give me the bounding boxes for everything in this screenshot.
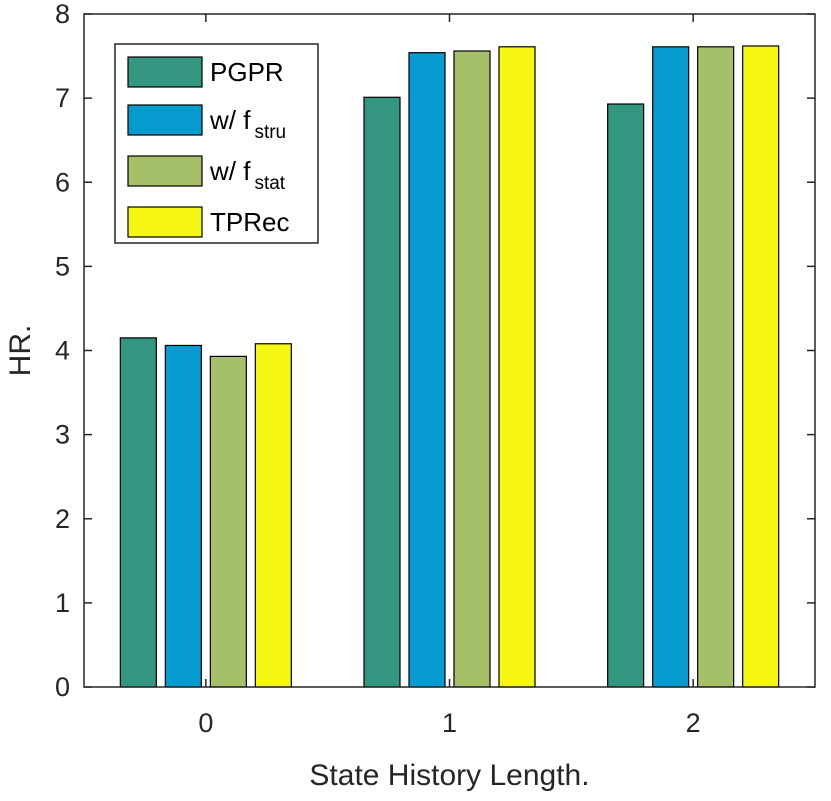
legend-swatch [127, 104, 203, 136]
y-tick-label: 1 [55, 588, 70, 618]
legend-label-main: PGPR [210, 57, 284, 87]
x-axis-label: State History Length. [309, 759, 589, 792]
y-tick-label: 0 [55, 672, 70, 702]
bar-tprec-1 [498, 46, 536, 688]
legend-swatch [127, 155, 203, 187]
y-tick-label: 3 [55, 420, 70, 450]
legend-label-main: TPRec [210, 207, 289, 237]
legend-label: TPRec [210, 207, 289, 237]
legend-label-main: w/ f [209, 105, 251, 135]
x-tick-label: 0 [198, 708, 213, 738]
bar-w-f-stru-2 [652, 46, 690, 688]
ticks-layer: 0 1 2 3 4 5 6 7 8 0 1 2 [55, 0, 815, 738]
legend-label-subscript: stat [254, 173, 285, 194]
legend-swatch [127, 56, 203, 88]
bar-w-f-stru-0 [164, 344, 202, 688]
legend-swatch [127, 206, 203, 238]
bar-pgpr-1 [363, 96, 401, 688]
y-tick-label: 8 [55, 0, 70, 29]
bars-layer [119, 45, 780, 688]
legend-label: w/ f stat [209, 156, 286, 194]
bar-w-f-stat-1 [453, 50, 491, 688]
y-tick-label: 7 [55, 83, 70, 113]
x-tick-label: 2 [686, 708, 701, 738]
bar-w-f-stat-0 [209, 355, 247, 688]
y-tick-label: 4 [55, 336, 70, 366]
bar-pgpr-2 [607, 103, 645, 688]
bar-tprec-2 [742, 45, 780, 688]
y-axis-label: HR. [4, 325, 37, 377]
legend-label: w/ f stru [209, 105, 286, 143]
y-tick-label: 6 [55, 167, 70, 197]
bar-tprec-0 [254, 343, 292, 688]
bar-w-f-stat-2 [697, 46, 735, 688]
y-tick-label: 2 [55, 504, 70, 534]
x-tick-label: 1 [442, 708, 457, 738]
legend-label: PGPR [210, 57, 284, 87]
y-tick-label: 5 [55, 251, 70, 281]
legend-label-main: w/ f [209, 156, 251, 186]
legend-label-subscript: stru [254, 122, 286, 143]
bar-pgpr-0 [119, 337, 157, 688]
bar-w-f-stru-1 [408, 52, 446, 688]
